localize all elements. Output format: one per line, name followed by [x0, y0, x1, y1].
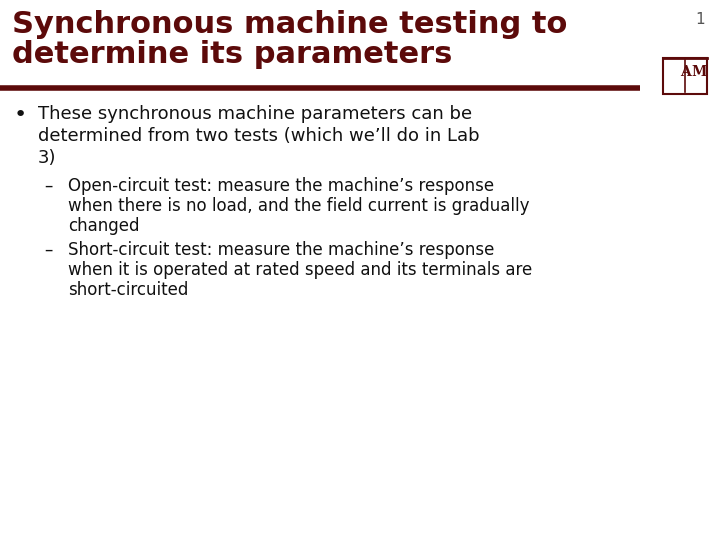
Text: •: • [14, 105, 27, 125]
Text: 1: 1 [696, 12, 705, 27]
Text: when there is no load, and the field current is gradually: when there is no load, and the field cur… [68, 197, 529, 215]
Text: –: – [44, 177, 53, 195]
Bar [663, 58, 707, 94]
Text: changed: changed [68, 217, 140, 235]
Text: 3): 3) [38, 149, 56, 167]
Text: when it is operated at rated speed and its terminals are: when it is operated at rated speed and i… [68, 261, 532, 279]
Text: determine its parameters: determine its parameters [12, 40, 452, 69]
Text: A: A [680, 65, 690, 79]
Text: M: M [691, 65, 707, 79]
Text: short-circuited: short-circuited [68, 281, 189, 299]
Text: Synchronous machine testing to: Synchronous machine testing to [12, 10, 567, 39]
Text: These synchronous machine parameters can be: These synchronous machine parameters can… [38, 105, 472, 123]
Text: Open-circuit test: measure the machine’s response: Open-circuit test: measure the machine’s… [68, 177, 494, 195]
Text: –: – [44, 241, 53, 259]
Text: Short-circuit test: measure the machine’s response: Short-circuit test: measure the machine’… [68, 241, 495, 259]
Text: determined from two tests (which we’ll do in Lab: determined from two tests (which we’ll d… [38, 127, 480, 145]
